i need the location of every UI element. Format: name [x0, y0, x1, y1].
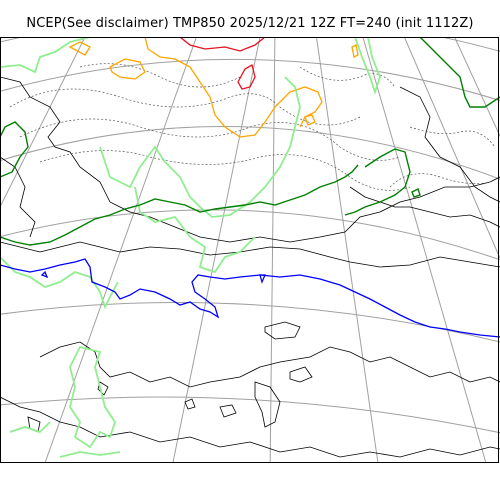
isotherm-line [9, 421, 51, 434]
isotherm-line [0, 37, 91, 74]
isotherm-line [99, 76, 301, 218]
isotherm-line [68, 41, 91, 56]
isotherm-line [59, 451, 121, 458]
coastline-mid [0, 241, 500, 268]
isotherm-line [109, 58, 146, 80]
coastline-east [399, 86, 500, 203]
coastline-south2 [0, 396, 500, 458]
isotherm-line [0, 164, 359, 246]
coastline-north [0, 76, 500, 243]
isotherm-line [19, 118, 401, 161]
coastline-island [97, 381, 109, 396]
isotherm-line [419, 37, 500, 108]
isotherm-line [144, 37, 323, 138]
longitude-line [362, 37, 487, 463]
isotherm-line [0, 121, 29, 178]
isotherm-line [411, 188, 421, 198]
longitude-line [269, 37, 276, 463]
isotherm-line [344, 148, 411, 216]
isotherm-line [354, 37, 381, 95]
latitude-line [0, 58, 500, 102]
isotherm-line [304, 114, 316, 126]
isotherm-line [351, 44, 359, 58]
map-panel [0, 37, 500, 463]
isotherm-lightgreen [0, 37, 381, 458]
coastline-island [264, 321, 301, 340]
latitude-line [0, 209, 500, 261]
isotherm-orange [68, 37, 359, 138]
isotherm-line [409, 126, 496, 148]
longitude-line [44, 37, 197, 463]
latitude-line [0, 396, 500, 434]
coastline-peninsula [254, 381, 281, 428]
graticule [0, 37, 500, 463]
weather-map [0, 37, 500, 463]
isotherm-line [69, 345, 116, 449]
longitude-line [0, 37, 86, 209]
isotherm-dashed [9, 63, 496, 191]
isotherm-green [0, 37, 500, 246]
isotherm-line [0, 256, 119, 310]
isotherm-line [9, 88, 361, 126]
isotherm-line [299, 66, 396, 88]
longitude-line [403, 37, 500, 260]
isotherm-line [259, 274, 266, 284]
isotherm-blue [0, 258, 500, 338]
isotherm-line [237, 64, 256, 90]
coastline-east2 [349, 186, 500, 228]
isotherm-line [0, 258, 500, 338]
isotherm-line [39, 150, 411, 191]
isotherm-line [79, 63, 241, 88]
coastline-island [184, 398, 196, 410]
coastline [0, 76, 500, 458]
isotherm-line [40, 270, 49, 279]
map-title: NCEP(See disclaimer) TMP850 2025/12/21 1… [26, 16, 474, 31]
coastline-island [289, 366, 313, 383]
longitude-line [454, 37, 500, 138]
coastline-island [219, 404, 237, 418]
isotherm-red [179, 37, 266, 90]
coastline-south [39, 341, 500, 388]
longitude-line [315, 37, 379, 463]
isotherm-line [134, 186, 256, 274]
isotherm-line [179, 37, 266, 52]
latitude-line [0, 301, 500, 343]
isotherm-line [389, 173, 491, 188]
coastline-west [0, 156, 36, 238]
